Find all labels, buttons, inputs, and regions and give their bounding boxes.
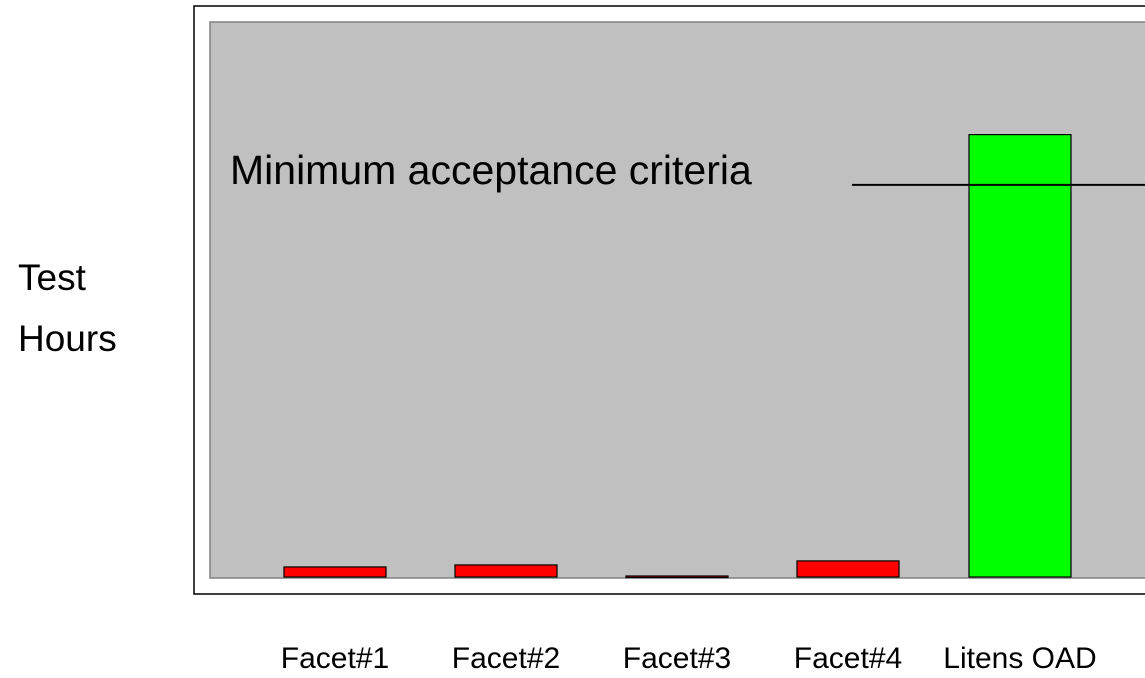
x-tick-label: Facet#1 (281, 642, 389, 673)
y-axis-label-line: Test (18, 257, 87, 298)
y-axis-label-line: Hours (18, 318, 117, 359)
bar (625, 575, 729, 579)
x-axis-tick-labels: Facet#1 Facet#2 Facet#3 Facet#4 Litens OAD (281, 642, 1097, 675)
y-axis-label: Test Hours (18, 257, 117, 359)
reference-line-label: Minimum acceptance criteria (230, 147, 752, 193)
x-tick-label: Facet#4 (794, 642, 902, 673)
bar (454, 564, 558, 578)
x-tick-label: Litens OAD (943, 642, 1096, 673)
reference-line-layer: Minimum acceptance criteria (230, 147, 1145, 193)
bars-layer (283, 134, 1072, 579)
bar (796, 560, 900, 578)
bar (283, 566, 387, 578)
bar (968, 134, 1072, 578)
x-tick-label: Facet#2 (452, 642, 560, 673)
x-tick-label: Facet#3 (623, 642, 731, 673)
